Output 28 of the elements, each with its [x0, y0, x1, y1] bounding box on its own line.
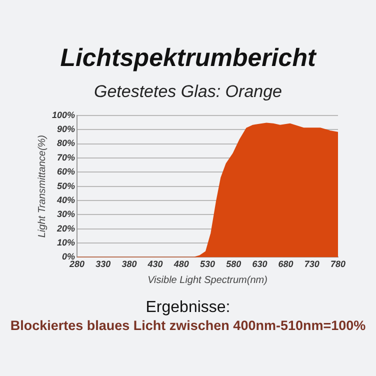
x-tick-label: 480 [172, 259, 189, 270]
x-tick-label: 430 [146, 259, 163, 270]
x-tick-label: 280 [68, 259, 85, 270]
y-tick-label: 70% [57, 152, 76, 162]
y-tick-label: 90% [57, 124, 76, 134]
text: Blockiertes blaues Licht zwischen 400nm-510nm=100% [9, 318, 367, 333]
x-tick-label: 780 [330, 259, 346, 270]
x-axis-title: Visible Light Spectrum(nm) [148, 274, 268, 286]
y-tick-label: 20% [56, 223, 76, 234]
chart-subtitle: Getestetes Glas: Orange [92, 82, 284, 102]
x-tick-label: 330 [96, 259, 111, 270]
y-tick-label: 40% [56, 194, 76, 205]
text: Ergebnisse: [144, 299, 232, 317]
y-tick-label: 30% [57, 209, 76, 220]
x-tick-label: 530 [200, 259, 216, 270]
x-tick-label: 680 [278, 259, 294, 270]
x-tick-label: 630 [252, 259, 268, 270]
y-tick-label: 0% [62, 252, 76, 262]
x-tick-label: 580 [226, 259, 242, 270]
y-axis-title: Light Transmittance(%) [36, 134, 48, 238]
y-tick-label: 10% [57, 238, 76, 248]
y-tick-label: 80% [57, 138, 76, 148]
y-tick-label: 100% [52, 110, 76, 120]
x-tick-label: 730 [304, 259, 320, 270]
x-tick-label: 380 [122, 259, 137, 270]
chart-title: Lichtspektrumbericht [59, 44, 318, 73]
y-tick-label: 60% [57, 166, 76, 177]
y-tick-label: 50% [57, 180, 76, 191]
